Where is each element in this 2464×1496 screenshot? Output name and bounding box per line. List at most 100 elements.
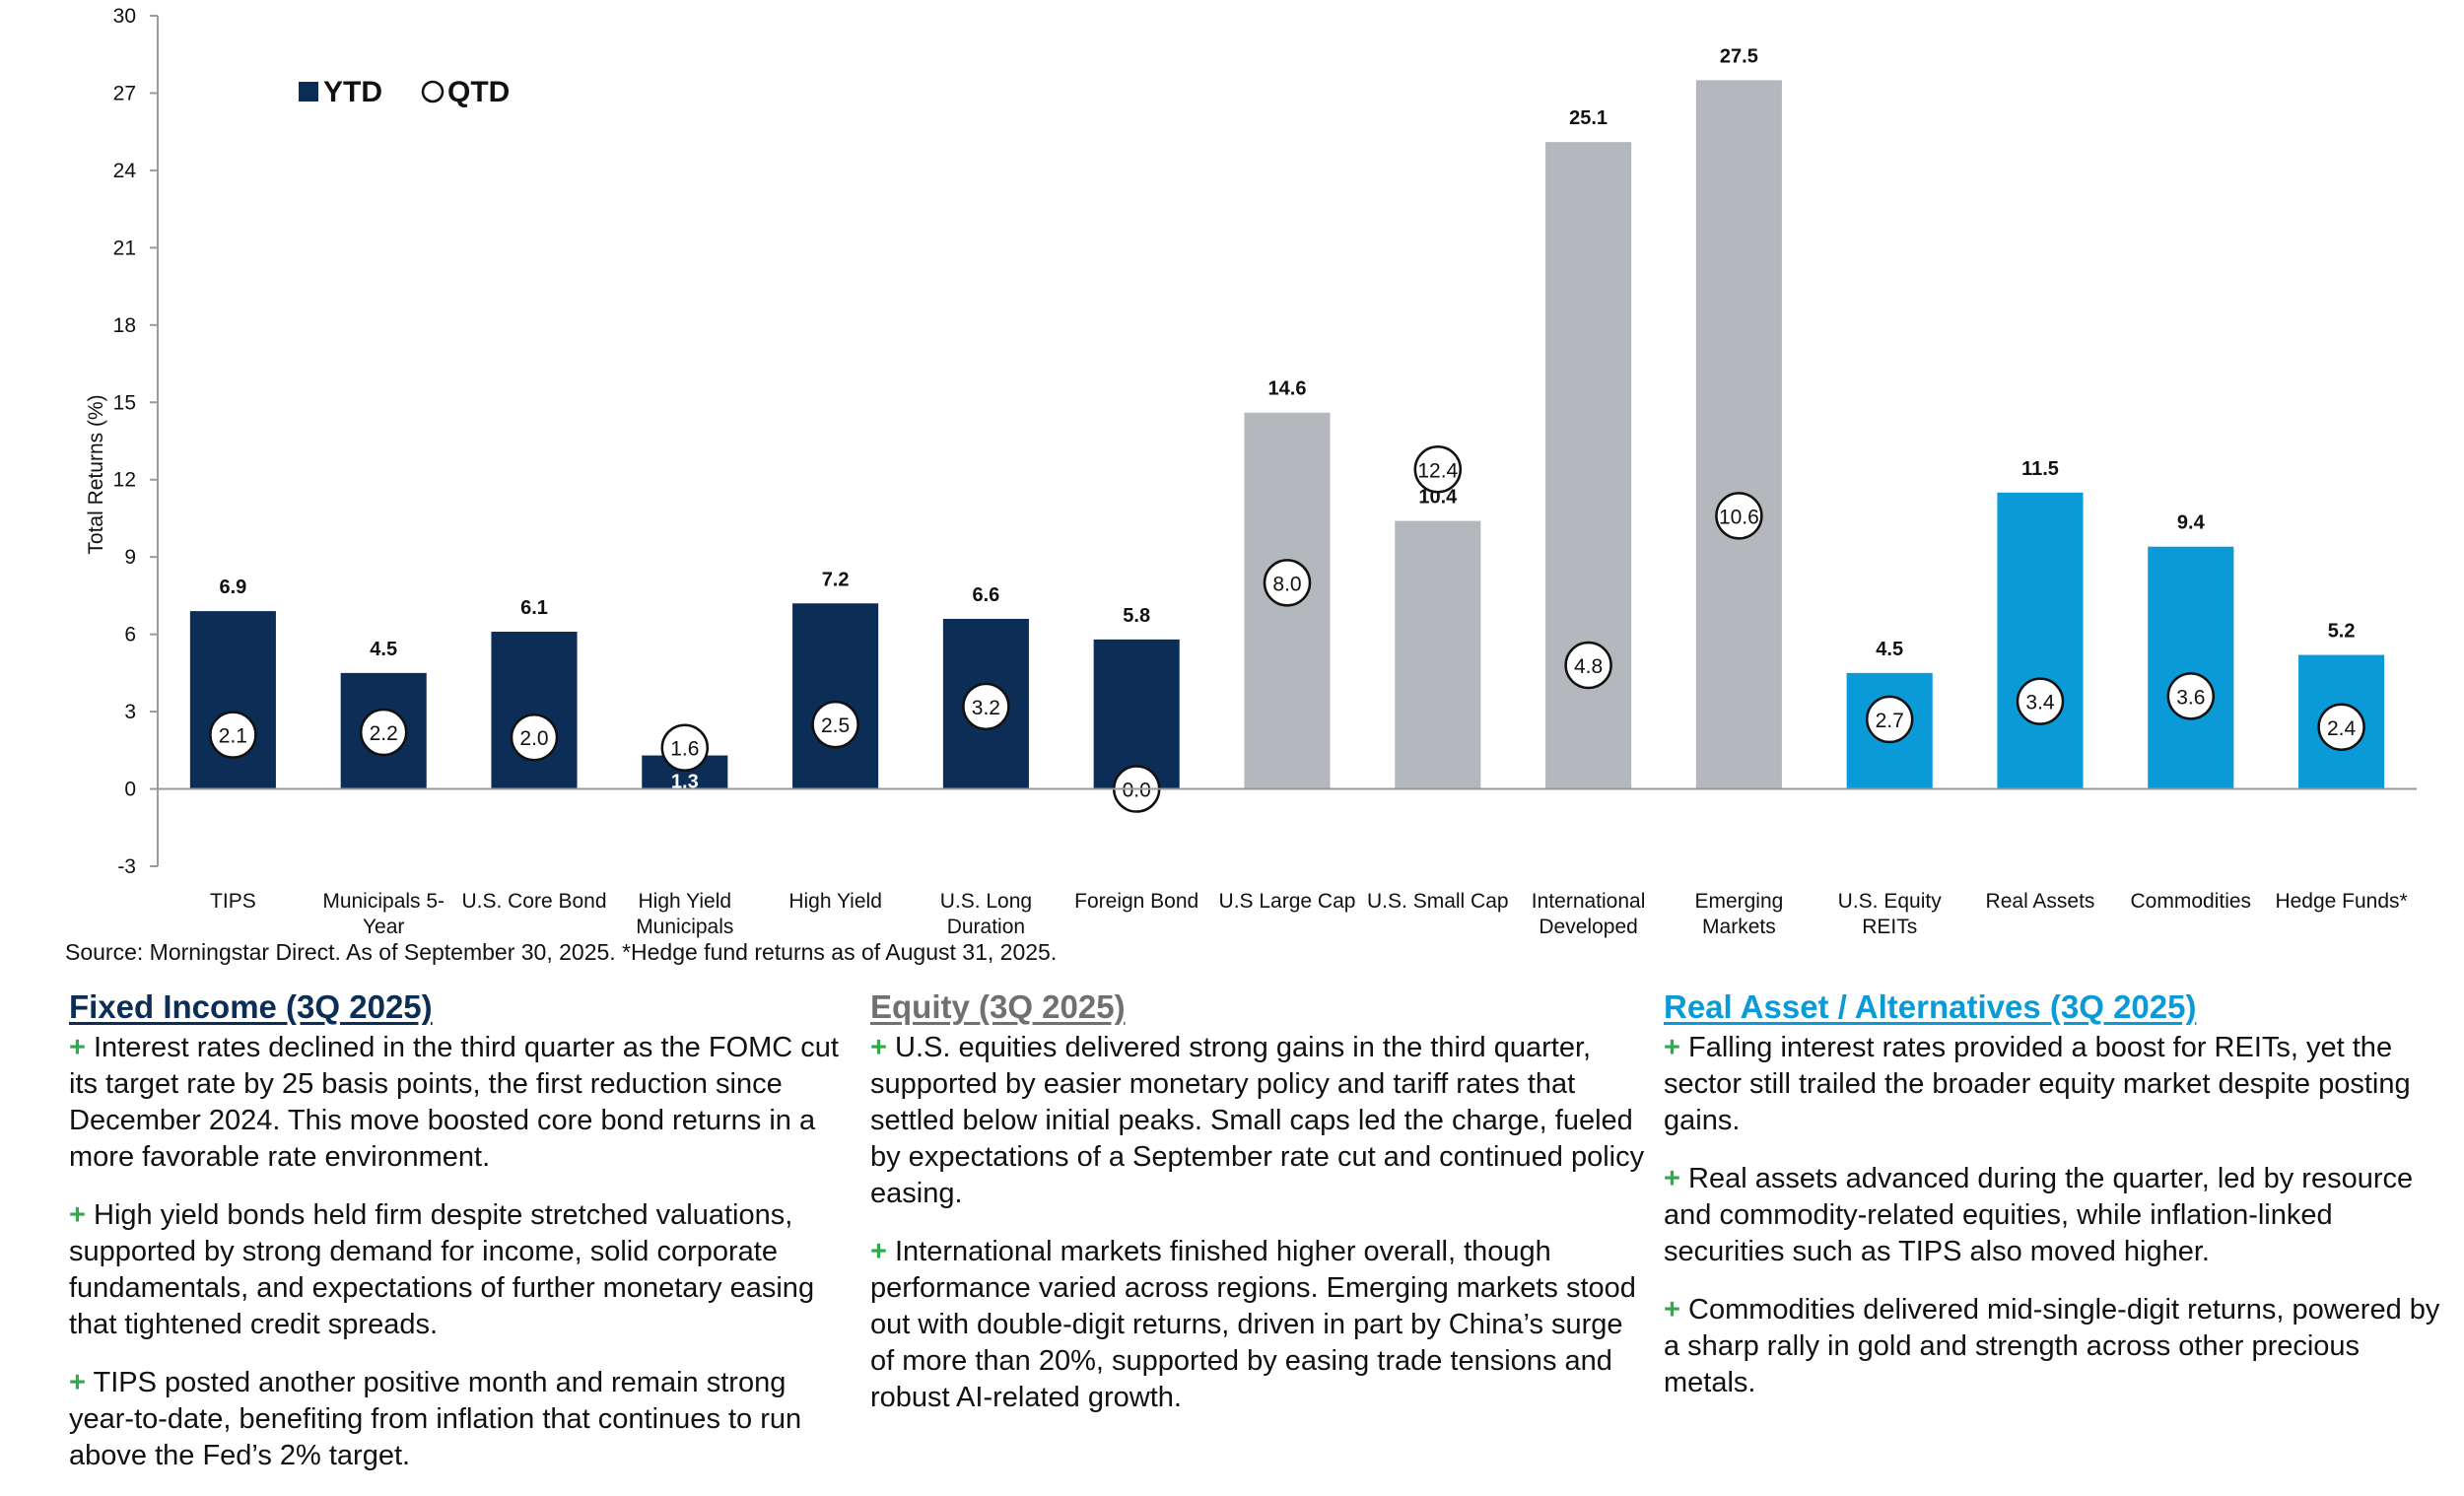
category-label: Developed: [1539, 916, 1637, 938]
qtd-marker: [1263, 559, 1312, 607]
qtd-marker: [660, 723, 710, 772]
ytd-bar: [1695, 80, 1782, 789]
equity-bullet: + International markets finished higher …: [870, 1236, 1636, 1413]
alternatives-bullet: + Commodities delivered mid-single-digit…: [1664, 1294, 2440, 1398]
y-tick-label: 24: [113, 160, 137, 182]
y-tick-label: 21: [113, 237, 136, 259]
y-tick-label: 3: [124, 701, 136, 723]
ytd-value-label: 5.2: [2328, 621, 2356, 643]
ytd-bar: [1093, 639, 1180, 789]
qtd-value-label: 3.6: [2176, 686, 2205, 709]
qtd-value-label: 1.6: [670, 738, 699, 761]
category-label: High Yield: [639, 890, 732, 913]
category-label: U.S. Long: [940, 890, 1032, 913]
y-tick-label: 15: [113, 391, 136, 414]
y-tick-label: 18: [113, 314, 136, 337]
category-label: Markets: [1702, 916, 1776, 938]
category-label: Real Assets: [1986, 890, 2095, 913]
category-label: U.S Large Cap: [1219, 890, 1356, 913]
qtd-marker: [1413, 445, 1463, 494]
returns-bar-chart: -3 0 3 6 9 12 15 18 21 24 27 30 Total Returns (%) 6.9…: [85, 5, 2417, 938]
ytd-value-label: 14.6: [1268, 378, 1307, 400]
fixed-income-bullet: + High yield bonds held firm despite str…: [69, 1199, 815, 1340]
qtd-marker: [1865, 695, 1914, 744]
ytd-value-label: 10.4: [1418, 487, 1458, 509]
category-label: High Yield: [788, 890, 882, 913]
qtd-marker: [209, 711, 257, 759]
qtd-marker: [2016, 677, 2065, 725]
equity-section: Equity (3Q 2025) + U.S. equities deliver…: [870, 988, 1649, 1438]
category-label: Foreign Bond: [1074, 890, 1198, 913]
source-note: Source: Morningstar Direct. As of Septem…: [65, 939, 1058, 965]
y-tick-label: 12: [113, 469, 136, 492]
qtd-value-label: 4.8: [1574, 655, 1603, 678]
fixed-income-bullet: + TIPS posted another positive month and…: [69, 1367, 802, 1471]
ytd-value-label: 4.5: [370, 639, 397, 660]
qtd-value-label: 8.0: [1272, 573, 1301, 595]
ytd-value-label: 4.5: [1876, 639, 1903, 660]
ytd-value-label: 6.1: [520, 597, 548, 619]
category-label: U.S. Equity: [1838, 890, 1943, 913]
qtd-marker: [1715, 492, 1763, 540]
category-label: Commodities: [2131, 890, 2252, 913]
ytd-bar: [1545, 142, 1632, 789]
qtd-marker: [510, 713, 559, 762]
category-label: U.S. Small Cap: [1367, 890, 1509, 913]
category-label: TIPS: [210, 890, 256, 913]
qtd-value-label: 2.4: [2327, 717, 2357, 740]
ytd-bar: [189, 611, 276, 789]
ytd-value-label: 27.5: [1720, 45, 1758, 67]
y-tick-label: -3: [117, 855, 136, 878]
alternatives-section: Real Asset / Alternatives (3Q 2025) + Fa…: [1664, 988, 2442, 1423]
ytd-value-label: 6.6: [972, 584, 999, 606]
category-label: Emerging: [1694, 890, 1783, 913]
ytd-bar: [2148, 546, 2234, 789]
y-axis-title: Total Returns (%): [85, 394, 107, 554]
fixed-income-bullet: + Interest rates declined in the third q…: [69, 1032, 839, 1173]
ytd-value-label: 6.9: [219, 577, 246, 598]
category-label: U.S. Core Bond: [461, 890, 606, 913]
qtd-value-label: 2.0: [519, 727, 548, 750]
ytd-value-label: 5.8: [1123, 605, 1150, 627]
ytd-bar: [792, 603, 879, 789]
alternatives-title: Real Asset / Alternatives (3Q 2025): [1664, 988, 2197, 1025]
equity-title: Equity (3Q 2025): [870, 988, 1126, 1025]
ytd-bar: [1395, 520, 1481, 789]
category-label: REITs: [1862, 916, 1917, 938]
qtd-value-label: 0.0: [1123, 780, 1151, 802]
ytd-value-label: 9.4: [2177, 512, 2206, 534]
y-tick-label: 0: [124, 779, 136, 801]
equity-bullet: + U.S. equities delivered strong gains i…: [870, 1032, 1645, 1209]
ytd-value-label: 1.3: [671, 772, 699, 793]
ytd-value-label: 7.2: [822, 569, 850, 590]
category-label: International: [1532, 890, 1646, 913]
ytd-bar: [491, 632, 578, 789]
qtd-value-label: 3.2: [972, 697, 1000, 719]
ytd-value-label: 25.1: [1569, 107, 1608, 129]
qtd-value-label: 3.4: [2025, 692, 2055, 714]
qtd-value-label: 12.4: [1417, 459, 1458, 482]
y-tick-label: 6: [124, 624, 136, 646]
qtd-marker: [359, 708, 408, 757]
legend-ytd-label: YTD: [323, 76, 382, 108]
qtd-value-label: 2.1: [219, 725, 247, 748]
category-label: Year: [363, 916, 404, 938]
ytd-bar: [1997, 492, 2084, 789]
legend-qtd-label: QTD: [447, 76, 510, 108]
qtd-marker: [811, 700, 859, 749]
category-label: Municipals 5-: [322, 890, 445, 913]
legend-qtd-marker: [421, 80, 445, 103]
qtd-marker: [2166, 672, 2216, 720]
category-label: Hedge Funds*: [2275, 890, 2407, 913]
fixed-income-title: Fixed Income (3Q 2025): [69, 988, 433, 1025]
qtd-marker: [2317, 703, 2365, 752]
alternatives-bullet: + Real assets advanced during the quarte…: [1664, 1163, 2414, 1267]
category-label: Duration: [947, 916, 1025, 938]
legend-ytd-swatch: [299, 82, 318, 102]
qtd-marker: [1564, 641, 1612, 690]
category-label: Municipals: [636, 916, 733, 938]
ytd-value-label: 11.5: [2021, 458, 2059, 480]
qtd-value-label: 2.5: [821, 714, 850, 737]
y-tick-label: 30: [113, 5, 136, 28]
qtd-value-label: 2.2: [370, 722, 398, 745]
